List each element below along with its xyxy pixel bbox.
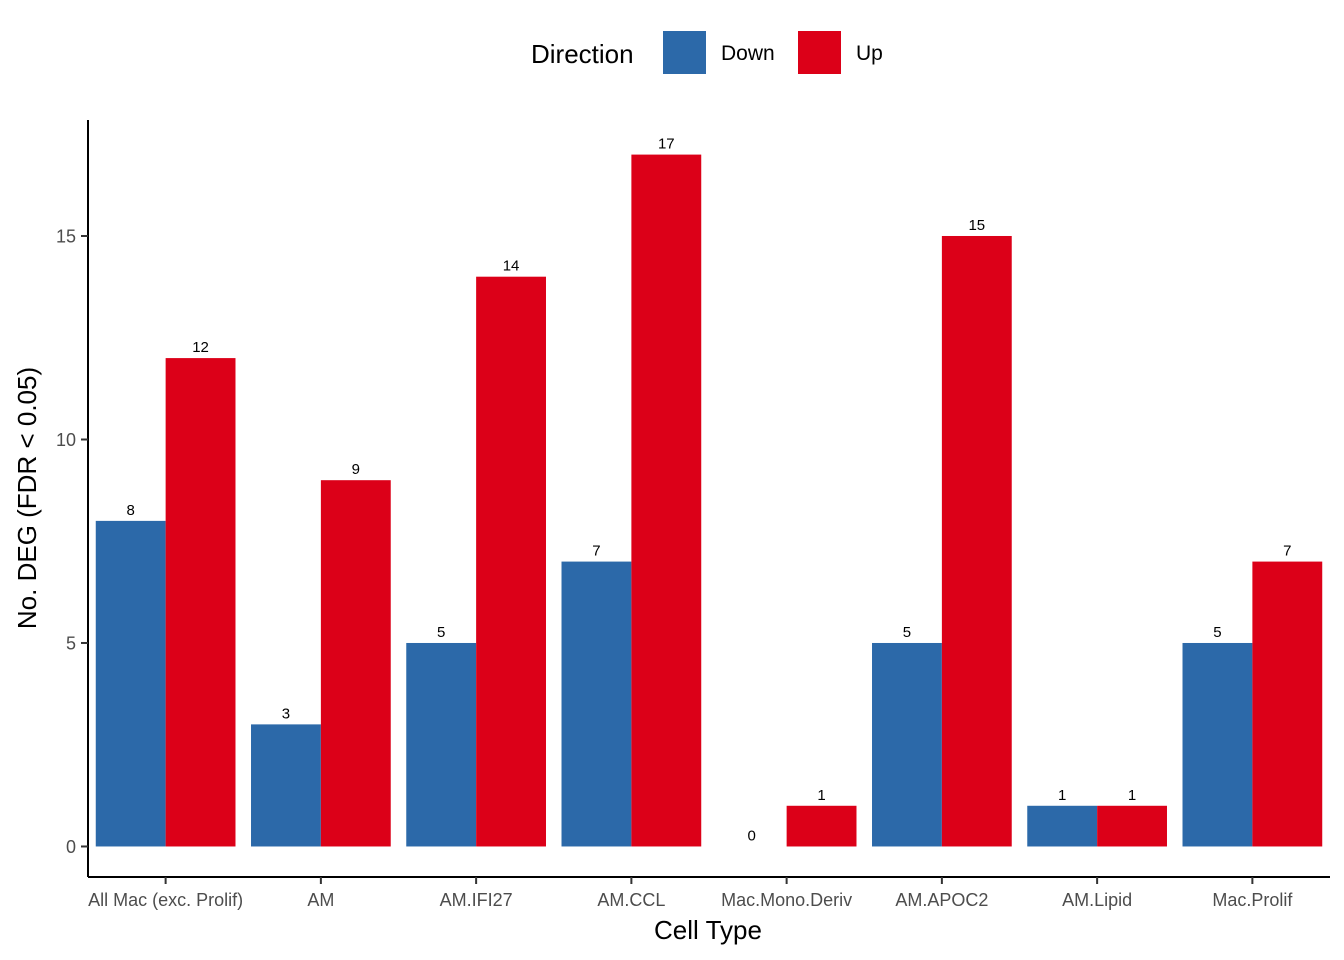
legend: Direction Down Up <box>531 31 883 74</box>
y-tick-label: 15 <box>56 226 76 246</box>
bar-down-2 <box>406 642 477 847</box>
legend-key-down <box>663 31 706 74</box>
bar-down-1 <box>251 724 321 847</box>
data-label-up-6: 1 <box>1128 787 1136 804</box>
bar-up-6 <box>1097 805 1167 847</box>
x-tick-label: AM.APOC2 <box>895 890 988 910</box>
data-label-down-6: 1 <box>1058 787 1066 804</box>
bar-up-0 <box>165 358 236 847</box>
data-label-up-5: 15 <box>968 217 985 234</box>
data-label-up-2: 14 <box>503 258 520 275</box>
data-label-down-2: 5 <box>437 624 445 641</box>
x-axis: All Mac (exc. Prolif) AM AM.IFI27 AM.CCL Mac… <box>88 876 1330 910</box>
data-label-down-0: 8 <box>127 502 135 519</box>
data-label-down-4: 0 <box>748 827 756 844</box>
bar-up-2 <box>476 276 546 847</box>
data-label-down-5: 5 <box>903 624 911 641</box>
bar-up-1 <box>320 480 391 847</box>
legend-title: Direction <box>531 39 634 69</box>
legend-label-down: Down <box>721 42 775 65</box>
data-label-down-3: 7 <box>592 543 600 560</box>
x-tick-label: AM.Lipid <box>1062 890 1132 910</box>
bar-down-6 <box>1027 805 1098 847</box>
data-label-up-0: 12 <box>192 339 209 356</box>
x-tick-label: AM.IFI27 <box>440 890 513 910</box>
y-tick-label: 0 <box>66 837 76 857</box>
bar-down-7 <box>1182 642 1253 847</box>
x-axis-title: Cell Type <box>654 915 762 945</box>
data-label-up-7: 7 <box>1283 543 1291 560</box>
data-label-up-1: 9 <box>352 461 360 478</box>
bar-down-0 <box>95 520 166 847</box>
bar-up-3 <box>631 154 702 847</box>
x-tick-label: Mac.Mono.Deriv <box>721 890 852 910</box>
x-tick-label: AM.CCL <box>597 890 665 910</box>
data-label-down-1: 3 <box>282 705 290 722</box>
y-tick-label: 5 <box>66 633 76 653</box>
data-label-up-3: 17 <box>658 136 675 153</box>
legend-key-up <box>798 31 841 74</box>
y-tick-label: 10 <box>56 430 76 450</box>
bar-down-5 <box>872 642 942 847</box>
x-tick-label: Mac.Prolif <box>1212 890 1293 910</box>
bar-up-7 <box>1252 561 1323 847</box>
x-tick-label: All Mac (exc. Prolif) <box>88 890 243 910</box>
bars <box>95 154 1323 847</box>
data-label-up-4: 1 <box>817 787 825 804</box>
y-axis-title: No. DEG (FDR < 0.05) <box>12 367 42 629</box>
y-axis: 0 5 10 15 <box>56 120 89 877</box>
x-tick-label: AM <box>307 890 334 910</box>
bar-up-4 <box>786 805 857 847</box>
bar-up-5 <box>941 235 1012 847</box>
bar-down-3 <box>561 561 632 847</box>
data-label-down-7: 5 <box>1213 624 1221 641</box>
legend-label-up: Up <box>856 42 883 65</box>
